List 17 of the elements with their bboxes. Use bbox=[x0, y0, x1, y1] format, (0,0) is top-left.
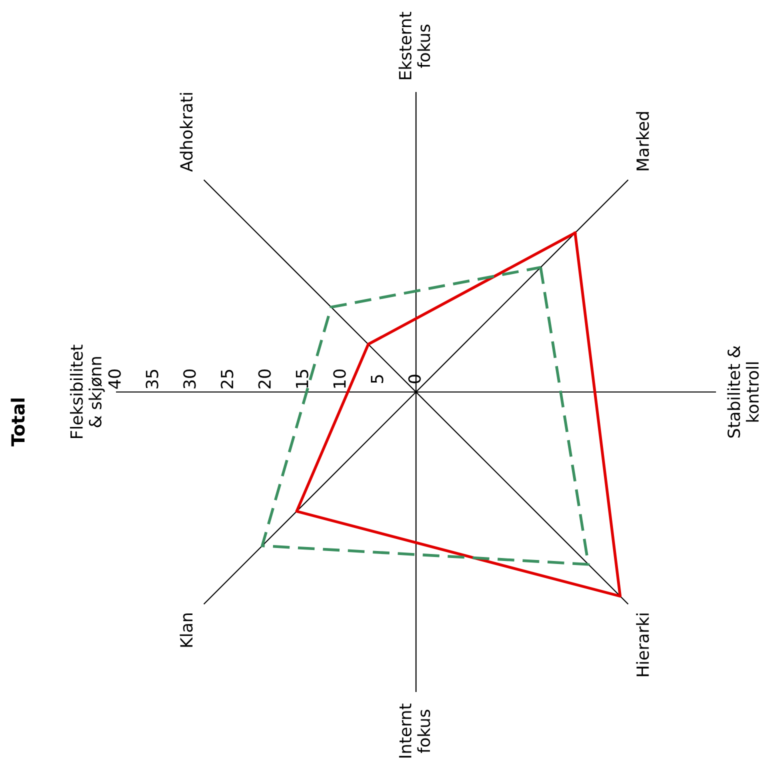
y-tick-label: 30 bbox=[183, 370, 196, 388]
y-tick-label: 25 bbox=[220, 370, 234, 388]
spoke-label: Stabilitet & kontroll bbox=[727, 346, 759, 438]
y-tick-label: 20 bbox=[258, 370, 271, 388]
spoke-label: Adhokrati bbox=[180, 93, 193, 172]
y-tick-label: 15 bbox=[296, 370, 308, 388]
spoke-label: Hierarki bbox=[636, 614, 649, 676]
text: Total bbox=[10, 398, 25, 446]
spoke-label: Eksternt fokus bbox=[398, 12, 430, 80]
spoke-label: Internt fokus bbox=[399, 704, 430, 758]
spoke-label: Fleksibilitet & skjønn bbox=[70, 344, 105, 438]
spoke-label: Klan bbox=[180, 614, 193, 647]
y-tick-label: 5 bbox=[370, 375, 384, 384]
y-tick-label: 35 bbox=[146, 370, 158, 388]
y-tick-label: 40 bbox=[108, 370, 121, 389]
y-tick-label: 10 bbox=[333, 370, 346, 388]
spoke-label: Marked bbox=[636, 112, 649, 170]
